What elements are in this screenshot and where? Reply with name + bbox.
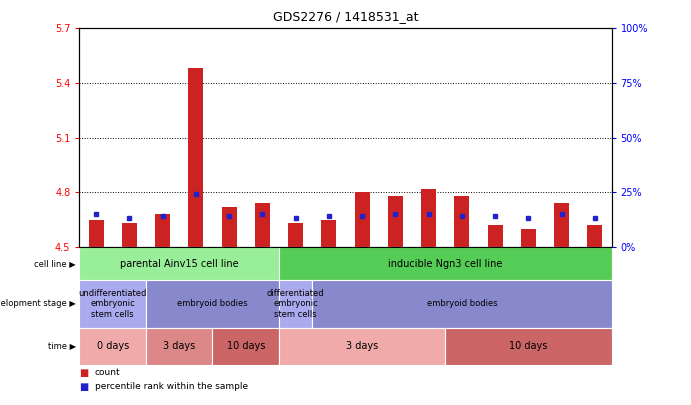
Text: 0 days: 0 days — [97, 341, 129, 351]
Bar — [521, 229, 536, 247]
Text: development stage ▶: development stage ▶ — [0, 299, 76, 309]
Bar — [354, 192, 370, 247]
Text: undifferentiated
embryonic
stem cells: undifferentiated embryonic stem cells — [79, 289, 147, 319]
Text: parental Ainv15 cell line: parental Ainv15 cell line — [120, 259, 238, 269]
Text: 3 days: 3 days — [163, 341, 196, 351]
Text: 10 days: 10 days — [227, 341, 265, 351]
Text: time ▶: time ▶ — [48, 341, 76, 350]
Bar — [222, 207, 236, 247]
Bar — [189, 68, 203, 247]
Text: percentile rank within the sample: percentile rank within the sample — [95, 382, 248, 391]
Text: cell line ▶: cell line ▶ — [35, 259, 76, 268]
Bar — [279, 328, 445, 364]
Text: differentiated
embryonic
stem cells: differentiated embryonic stem cells — [267, 289, 325, 319]
Bar — [321, 220, 337, 247]
Text: inducible Ngn3 cell line: inducible Ngn3 cell line — [388, 259, 502, 269]
Text: ■: ■ — [79, 368, 88, 377]
Bar — [88, 220, 104, 247]
Bar — [79, 280, 146, 328]
Bar — [122, 223, 137, 247]
Text: GDS2276 / 1418531_at: GDS2276 / 1418531_at — [273, 10, 418, 23]
Bar — [421, 189, 436, 247]
Bar — [79, 328, 146, 364]
Text: embryoid bodies: embryoid bodies — [426, 299, 498, 309]
Text: 3 days: 3 days — [346, 341, 378, 351]
Text: 10 days: 10 days — [509, 341, 547, 351]
Bar — [488, 225, 502, 247]
Bar — [279, 247, 612, 280]
Bar — [255, 203, 270, 247]
Bar — [146, 280, 279, 328]
Bar — [445, 328, 612, 364]
Bar — [455, 196, 469, 247]
Bar — [312, 280, 612, 328]
Bar — [279, 280, 312, 328]
Bar — [587, 225, 603, 247]
Bar — [554, 203, 569, 247]
Text: ■: ■ — [79, 382, 88, 392]
Text: embryoid bodies: embryoid bodies — [177, 299, 248, 309]
Bar — [79, 247, 279, 280]
Bar — [212, 328, 279, 364]
Bar — [155, 214, 170, 247]
Bar — [388, 196, 403, 247]
Text: count: count — [95, 368, 120, 377]
Bar — [146, 328, 212, 364]
Bar — [288, 223, 303, 247]
